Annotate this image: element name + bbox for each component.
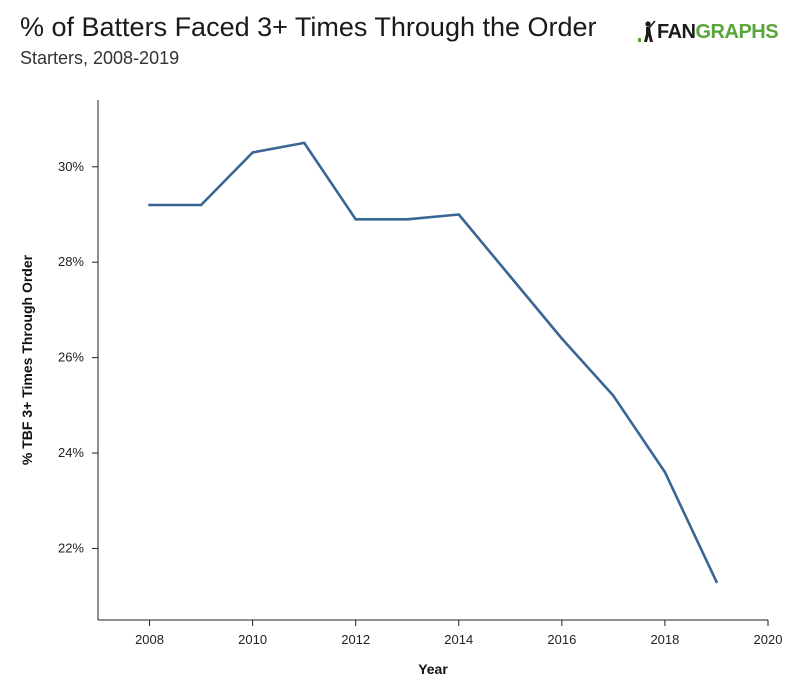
data-point — [199, 203, 203, 207]
data-point — [560, 337, 564, 340]
y-tick-label: 22% — [58, 540, 84, 555]
logo-text-graphs: GRAPHS — [695, 20, 779, 43]
data-point — [715, 580, 718, 584]
data-point — [405, 217, 409, 221]
data-point — [663, 470, 667, 474]
data-point — [509, 275, 512, 278]
chart-title: % of Batters Faced 3+ Times Through the … — [20, 12, 597, 42]
chart-ticks: 2008 2010 2012 2014 2016 2018 2020 22% 24% 26% 28%… — [58, 159, 782, 647]
data-point — [354, 217, 357, 221]
chart-series — [148, 141, 718, 584]
x-tick-label: 2008 — [135, 632, 164, 647]
x-axis-title: Year — [418, 661, 448, 677]
data-point — [457, 213, 461, 216]
batter-logo-icon — [638, 20, 656, 42]
data-point — [251, 151, 254, 154]
data-point — [612, 394, 615, 398]
logo-text-fan: FAN — [657, 20, 696, 43]
y-tick-label: 30% — [58, 159, 84, 174]
x-tick-label: 2018 — [650, 632, 679, 647]
data-point — [148, 203, 151, 207]
x-tick-label: 2012 — [341, 632, 370, 647]
y-tick-label: 28% — [58, 254, 84, 269]
y-tick-label: 26% — [58, 350, 84, 365]
x-tick-label: 2016 — [547, 632, 576, 647]
x-tick-label: 2020 — [754, 632, 783, 647]
chart-subtitle: Starters, 2008-2019 — [20, 48, 180, 68]
fangraphs-logo: FAN GRAPHS — [636, 20, 779, 44]
data-point — [302, 141, 306, 145]
x-tick-label: 2014 — [444, 632, 473, 647]
chart-axes — [97, 100, 768, 621]
y-axis-title: % TBF 3+ Times Through Order — [19, 254, 35, 465]
x-tick-label: 2010 — [238, 632, 267, 647]
y-tick-label: 24% — [58, 445, 84, 460]
series-line — [148, 141, 718, 584]
